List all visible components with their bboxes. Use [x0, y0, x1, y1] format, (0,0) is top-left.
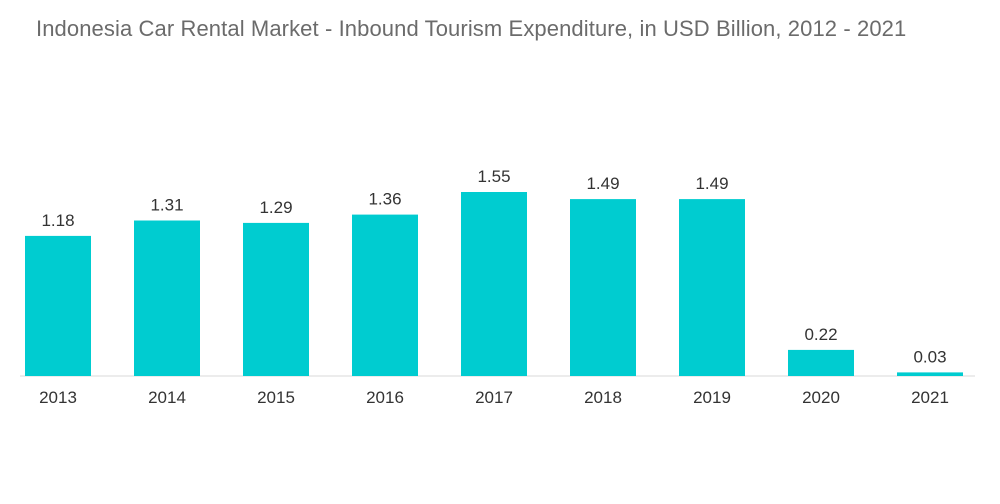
- data-label-2015: 1.29: [259, 198, 292, 217]
- bar-2015: [243, 222, 309, 376]
- x-tick-label-2016: 2016: [366, 388, 404, 407]
- x-tick-label-2013: 2013: [39, 388, 77, 407]
- bar-2019: [679, 199, 745, 376]
- x-tick-label-2015: 2015: [257, 388, 295, 407]
- bars-group: [25, 192, 963, 376]
- x-tick-label-2021: 2021: [911, 388, 949, 407]
- data-label-2013: 1.18: [41, 211, 74, 230]
- data-labels-group: 1.18 1.31 1.29 1.36 1.55 1.49 1.49 0.22 0.03: [41, 167, 946, 366]
- x-tick-label-2018: 2018: [584, 388, 622, 407]
- data-label-2014: 1.31: [150, 196, 183, 215]
- x-tick-labels-group: 2013 2014 2015 2016 2017 2018 2019 2020 2021: [39, 388, 949, 407]
- bar-2017: [461, 192, 527, 376]
- data-label-2021: 0.03: [913, 347, 946, 366]
- data-label-2020: 0.22: [804, 325, 837, 344]
- data-label-2019: 1.49: [695, 174, 728, 193]
- x-tick-label-2020: 2020: [802, 388, 840, 407]
- bar-2016: [352, 214, 418, 376]
- bar-2013: [25, 235, 91, 376]
- bar-2018: [570, 199, 636, 376]
- data-label-2018: 1.49: [586, 174, 619, 193]
- x-tick-label-2014: 2014: [148, 388, 186, 407]
- data-label-2016: 1.36: [368, 190, 401, 209]
- bar-2020: [788, 349, 854, 376]
- data-label-2017: 1.55: [477, 167, 510, 186]
- x-tick-label-2019: 2019: [693, 388, 731, 407]
- bar-2021: [897, 372, 963, 376]
- chart-title: Indonesia Car Rental Market - Inbound To…: [36, 16, 907, 41]
- bar-2014: [134, 220, 200, 376]
- x-tick-label-2017: 2017: [475, 388, 513, 407]
